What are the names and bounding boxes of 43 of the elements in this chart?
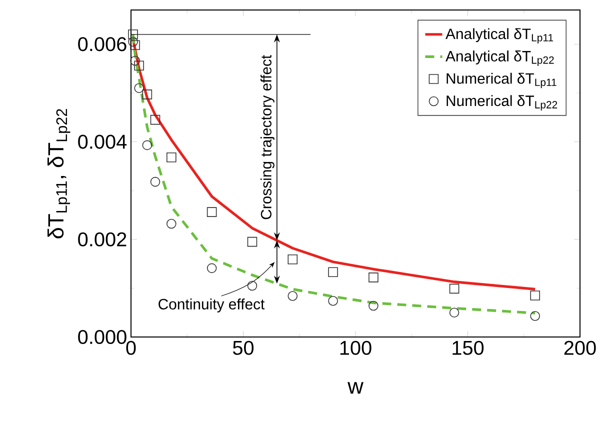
x-tick-label: 200 [564, 340, 596, 355]
point [530, 290, 540, 300]
legend-label: Numerical δT$_{Lp22}$ [446, 95, 558, 110]
y-tick-label: 0.004 [78, 134, 127, 149]
point [247, 280, 258, 291]
point [128, 30, 138, 40]
point [134, 60, 144, 71]
y-tick-label: 0.006 [78, 37, 126, 52]
annotation: Continuity effect [158, 298, 265, 312]
legend-label: Analytical δT$_{Lp11}$ [446, 28, 554, 44]
point [288, 291, 298, 301]
point [150, 176, 160, 187]
annotation: Crossing trajectory effect [260, 55, 274, 220]
point [368, 272, 378, 282]
legend-label: Numerical δT$_{Lp11}$ [446, 72, 556, 88]
x-axis-title: w [348, 382, 364, 394]
y-axis-title: δT$_{Lp11}$, δT$_{Lp22}$ [48, 109, 70, 238]
point [206, 263, 217, 274]
point [368, 300, 378, 311]
point [328, 267, 338, 277]
point [288, 254, 298, 264]
legend-label: Analytical δT$_{Lp22}$ [446, 50, 554, 66]
point [449, 308, 460, 318]
point [130, 40, 140, 50]
point [166, 218, 176, 229]
x-tick-label: 50 [232, 340, 254, 355]
y-tick-label: 0.000 [78, 330, 126, 344]
x-tick-label: 100 [340, 340, 372, 355]
point [128, 36, 138, 47]
x-tick-label: 0 [126, 340, 136, 355]
point [166, 152, 176, 162]
point [530, 311, 540, 321]
point [134, 83, 144, 93]
point [150, 114, 160, 125]
y-tick-label: 0.002 [78, 232, 126, 246]
point [130, 56, 140, 66]
x-tick-label: 150 [452, 340, 484, 355]
point [328, 296, 338, 306]
point [142, 90, 152, 100]
point [206, 207, 217, 217]
point [449, 284, 460, 294]
point [247, 236, 258, 247]
point [142, 140, 152, 150]
